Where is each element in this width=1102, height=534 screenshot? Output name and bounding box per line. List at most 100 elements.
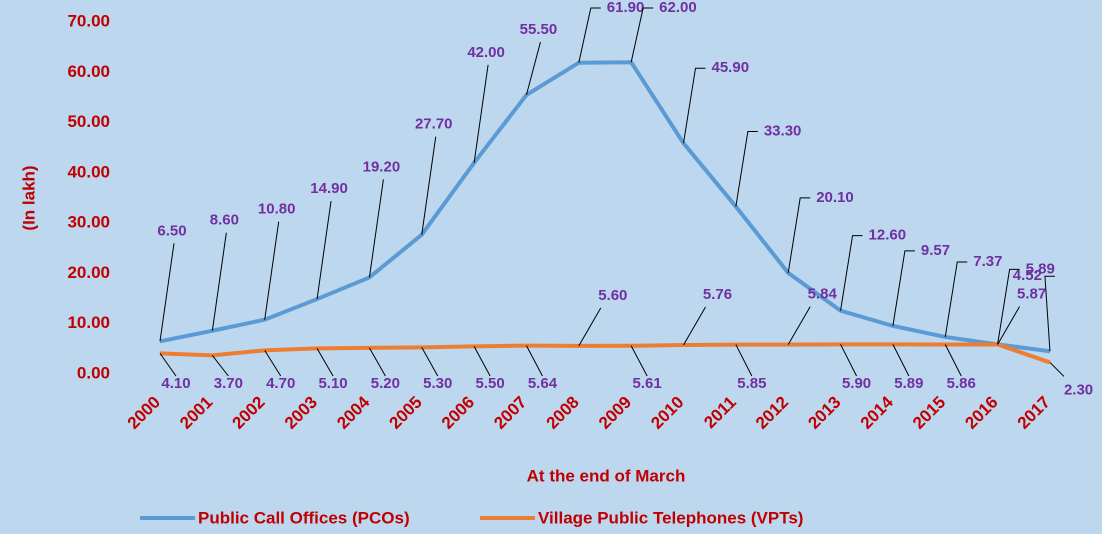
leader-line: [421, 347, 439, 377]
y-tick-label: 20.00: [67, 263, 110, 282]
data-label: 61.90: [607, 0, 645, 16]
data-label: 33.30: [764, 123, 802, 140]
leader-line: [525, 41, 541, 96]
x-tick-label: 2014: [857, 392, 898, 433]
data-label: 4.70: [266, 375, 295, 392]
x-tick-label: 2015: [909, 393, 949, 433]
data-label: 62.00: [659, 0, 697, 16]
data-label: 8.60: [210, 212, 239, 229]
leader-line: [368, 179, 384, 278]
leader-line: [944, 261, 968, 338]
x-tick-label: 2000: [124, 393, 164, 433]
data-label: 3.70: [214, 375, 243, 392]
y-axis-title: (In lakh): [19, 165, 38, 230]
leader-line: [159, 353, 177, 377]
data-label: 42.00: [467, 44, 505, 61]
series-line: [159, 60, 1051, 354]
data-label: 5.76: [703, 286, 732, 303]
data-label: 5.64: [528, 375, 558, 392]
data-label: 6.50: [157, 222, 186, 239]
leader-line: [421, 136, 437, 235]
leader-line: [840, 344, 857, 377]
y-tick-label: 30.00: [67, 213, 110, 232]
leader-line: [473, 64, 489, 163]
legend-label: Village Public Telephones (VPTs): [538, 508, 803, 527]
data-label: 2.30: [1064, 381, 1093, 398]
y-tick-label: 10.00: [67, 313, 110, 332]
leader-line: [997, 306, 1021, 345]
leader-line: [787, 197, 811, 274]
data-label: 20.10: [816, 189, 854, 206]
leader-line: [264, 350, 282, 377]
leader-line: [683, 306, 706, 346]
legend-label: Public Call Offices (PCOs): [198, 508, 410, 527]
x-tick-label: 2013: [804, 393, 844, 433]
x-tick-label: 2011: [700, 393, 740, 433]
x-tick-label: 2006: [438, 393, 478, 433]
y-tick-label: 70.00: [67, 11, 110, 30]
leader-line: [159, 243, 175, 342]
x-tick-label: 2012: [752, 393, 792, 433]
leader-line: [892, 344, 910, 377]
leader-line: [892, 250, 915, 326]
x-tick-label: 2016: [961, 393, 1001, 433]
leader-line: [735, 131, 758, 207]
leader-line: [944, 344, 962, 377]
leader-line: [735, 344, 753, 377]
series-line: [159, 342, 1051, 365]
data-label: 55.50: [520, 21, 558, 38]
x-tick-label: 2009: [595, 393, 635, 433]
leader-line: [1044, 275, 1055, 352]
x-tick-label: 2003: [281, 393, 321, 433]
x-tick-label: 2005: [386, 393, 426, 433]
leader-line: [840, 235, 863, 311]
data-label: 27.70: [415, 116, 453, 133]
data-label: 12.60: [869, 227, 907, 244]
data-label: 10.80: [258, 201, 296, 218]
data-label: 5.84: [808, 286, 838, 303]
leader-line: [211, 355, 229, 377]
data-label: 19.20: [363, 158, 401, 175]
data-label: 5.89: [894, 375, 923, 392]
x-tick-label: 2007: [490, 393, 530, 433]
leader-line: [630, 7, 654, 63]
data-label: 5.87: [1017, 285, 1046, 302]
leader-line: [787, 306, 811, 345]
data-label: 9.57: [921, 242, 950, 259]
data-label: 5.90: [842, 375, 871, 392]
x-tick-label: 2002: [229, 393, 269, 433]
data-label: 5.50: [475, 375, 504, 392]
y-tick-label: 40.00: [67, 162, 110, 181]
data-label: 5.86: [947, 375, 976, 392]
data-label: 4.10: [161, 375, 190, 392]
leader-line: [1049, 362, 1065, 377]
data-label: 5.89: [1026, 260, 1055, 277]
x-tick-label: 2008: [543, 393, 583, 433]
leader-line: [316, 201, 332, 300]
data-label: 14.90: [310, 180, 348, 197]
leader-line: [316, 348, 334, 377]
data-label: 5.20: [371, 375, 400, 392]
leader-line: [211, 232, 227, 331]
y-tick-label: 60.00: [67, 62, 110, 81]
leader-line: [368, 347, 386, 377]
x-tick-label: 2017: [1014, 393, 1054, 433]
leader-line: [578, 7, 601, 63]
leader-line: [473, 346, 491, 377]
data-label: 5.60: [598, 287, 627, 304]
data-label: 5.85: [737, 375, 766, 392]
data-label: 7.37: [973, 253, 1002, 270]
data-label: 5.10: [318, 375, 347, 392]
leader-line: [526, 345, 543, 377]
y-tick-label: 0.00: [77, 363, 110, 382]
data-label: 5.61: [633, 375, 662, 392]
x-tick-label: 2004: [333, 392, 374, 433]
data-label: 4.52: [1013, 267, 1042, 284]
x-tick-label: 2010: [647, 393, 687, 433]
x-axis-title: At the end of March: [527, 466, 686, 485]
leader-line: [264, 221, 280, 320]
leader-line: [578, 307, 602, 347]
leader-line: [683, 67, 706, 144]
leader-line: [630, 345, 648, 377]
